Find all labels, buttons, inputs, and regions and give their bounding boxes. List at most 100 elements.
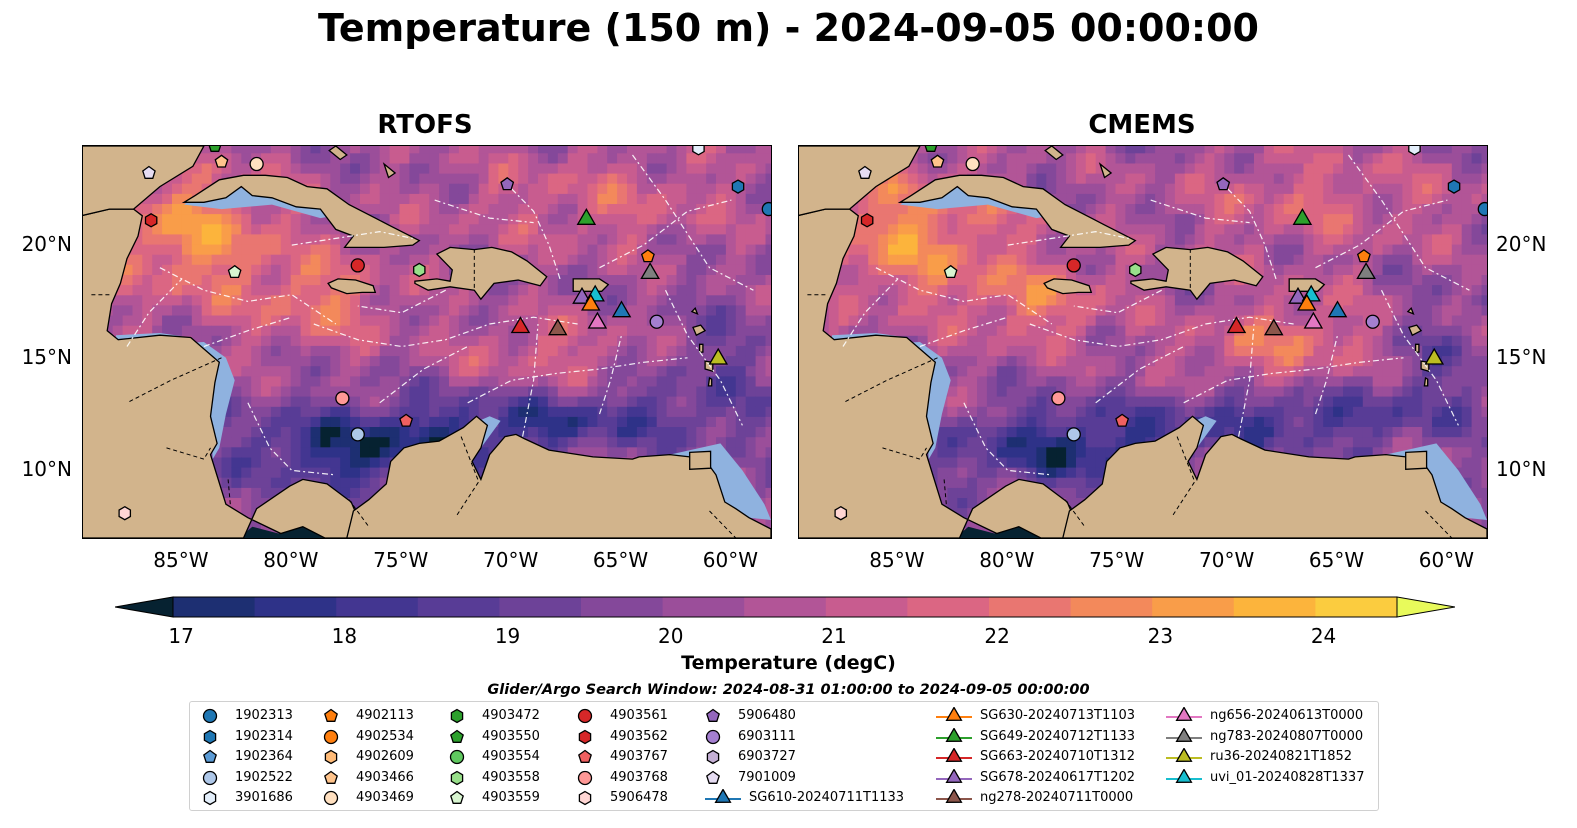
- argo-4903559[interactable]: [943, 264, 958, 279]
- legend-marker[interactable]: [577, 708, 593, 724]
- legend-marker[interactable]: [1175, 748, 1193, 763]
- search-window-text: Glider/Argo Search Window: 2024-08-31 01…: [487, 682, 1090, 698]
- legend-marker[interactable]: [323, 791, 339, 806]
- legend-marker[interactable]: [706, 708, 720, 722]
- legend-marker[interactable]: [705, 729, 721, 744]
- legend-marker[interactable]: [450, 770, 464, 786]
- argo-4903767[interactable]: [399, 413, 414, 427]
- argo-4903561[interactable]: [1066, 258, 1081, 273]
- argo-4902113[interactable]: [640, 249, 655, 263]
- legend-marker[interactable]: [1175, 707, 1193, 721]
- legend-marker[interactable]: [945, 789, 963, 804]
- argo-4903768[interactable]: [335, 391, 350, 406]
- glider-SG678-20240617T1202[interactable]: [572, 286, 592, 304]
- glider-SG630-20240713T1103[interactable]: [1296, 293, 1317, 311]
- glider-SG663-20240710T1312[interactable]: [1226, 316, 1247, 334]
- glider-ng656-20240613T0000[interactable]: [1303, 311, 1324, 329]
- glider-ng278-20240711T0000[interactable]: [547, 318, 568, 336]
- legend-marker[interactable]: [324, 770, 338, 784]
- argo-4903469[interactable]: [249, 156, 264, 172]
- legend-marker[interactable]: [706, 770, 720, 784]
- legend-marker[interactable]: [577, 770, 593, 785]
- argo-4903558[interactable]: [1129, 262, 1142, 278]
- map-panel-cmems[interactable]: [798, 145, 1488, 539]
- argo-5906478[interactable]: [118, 505, 132, 521]
- argo-6903111[interactable]: [1365, 314, 1380, 329]
- argo-1902313[interactable]: [1477, 201, 1487, 217]
- argo-3901686[interactable]: [1408, 146, 1421, 156]
- legend-marker[interactable]: [202, 708, 218, 724]
- legend-marker[interactable]: [450, 708, 464, 724]
- legend-marker[interactable]: [706, 749, 720, 765]
- colorbar-tick: 18: [331, 624, 358, 648]
- legend-marker[interactable]: [1175, 727, 1193, 742]
- legend-marker[interactable]: [578, 729, 592, 744]
- argo-4903558[interactable]: [413, 262, 426, 278]
- argo-7901009[interactable]: [142, 165, 156, 179]
- legend-marker[interactable]: [578, 749, 592, 764]
- legend-marker[interactable]: [203, 729, 217, 744]
- argo-4903562[interactable]: [860, 213, 874, 228]
- legend: 1902313 1902314 1902364 1902522 3901686 49021…: [189, 701, 1379, 811]
- legend-marker[interactable]: [945, 768, 963, 783]
- argo-5906480[interactable]: [1216, 176, 1231, 191]
- glider-ng783-20240807T0000[interactable]: [1356, 262, 1376, 280]
- glider-SG663-20240710T1312[interactable]: [510, 316, 531, 334]
- glider-ng783-20240807T0000[interactable]: [640, 262, 660, 280]
- legend-marker[interactable]: [449, 750, 465, 765]
- glider-SG610-20240711T1133[interactable]: [1327, 300, 1348, 318]
- argo-4903550[interactable]: [924, 146, 938, 152]
- panel-title-cmems: CMEMS: [1088, 110, 1196, 140]
- legend-marker[interactable]: [323, 729, 339, 744]
- legend-marker[interactable]: [324, 708, 338, 722]
- legend-marker[interactable]: [450, 791, 464, 805]
- glider-ru36-20240821T1852[interactable]: [1424, 347, 1445, 365]
- glider-ru36-20240821T1852[interactable]: [708, 347, 729, 365]
- argo-4903562[interactable]: [144, 213, 158, 228]
- land-southAmerica: [1062, 415, 1487, 538]
- argo-1902314[interactable]: [731, 179, 745, 194]
- legend-marker[interactable]: [203, 749, 217, 764]
- colorbar-tick: 17: [168, 624, 194, 648]
- lon-label-cmems: 65°W: [1308, 548, 1365, 572]
- argo-1902522[interactable]: [1066, 427, 1081, 442]
- argo-4903469[interactable]: [965, 156, 980, 172]
- legend-marker[interactable]: [450, 729, 464, 743]
- legend-marker[interactable]: [578, 791, 592, 806]
- argo-4903561[interactable]: [350, 258, 365, 273]
- glider-ng656-20240613T0000[interactable]: [587, 311, 608, 329]
- map-panel-rtofs[interactable]: [82, 145, 772, 539]
- legend-marker[interactable]: [202, 770, 218, 785]
- argo-5906480[interactable]: [500, 176, 515, 191]
- argo-4903466[interactable]: [214, 154, 229, 168]
- legend-marker[interactable]: [945, 707, 963, 721]
- argo-4903466[interactable]: [930, 154, 945, 168]
- glider-SG649-20240712T1133[interactable]: [576, 207, 597, 225]
- legend-marker[interactable]: [203, 791, 217, 806]
- colorbar-tick: 24: [1310, 624, 1337, 648]
- argo-1902314[interactable]: [1447, 179, 1461, 194]
- argo-7901009[interactable]: [858, 165, 872, 179]
- argo-5906478[interactable]: [834, 505, 848, 521]
- glider-SG678-20240617T1202[interactable]: [1288, 286, 1308, 304]
- legend-marker[interactable]: [945, 727, 963, 742]
- argo-4903767[interactable]: [1115, 413, 1130, 427]
- argo-4903559[interactable]: [227, 264, 242, 279]
- lon-label-cmems: 80°W: [979, 548, 1035, 572]
- legend-marker[interactable]: [714, 789, 732, 804]
- argo-4903550[interactable]: [208, 146, 222, 152]
- argo-1902522[interactable]: [350, 427, 365, 442]
- glider-SG649-20240712T1133[interactable]: [1292, 207, 1313, 225]
- argo-1902313[interactable]: [761, 201, 771, 217]
- argo-4902113[interactable]: [1356, 249, 1371, 263]
- glider-SG630-20240713T1103[interactable]: [580, 293, 601, 311]
- argo-3901686[interactable]: [692, 146, 705, 156]
- glider-ng278-20240711T0000[interactable]: [1263, 318, 1284, 336]
- argo-4903768[interactable]: [1051, 391, 1066, 406]
- argo-6903111[interactable]: [649, 314, 664, 329]
- legend-marker[interactable]: [945, 748, 963, 763]
- land-stlucia: [707, 376, 713, 387]
- glider-SG610-20240711T1133[interactable]: [611, 300, 632, 318]
- legend-marker[interactable]: [1175, 768, 1193, 783]
- legend-marker[interactable]: [324, 749, 338, 765]
